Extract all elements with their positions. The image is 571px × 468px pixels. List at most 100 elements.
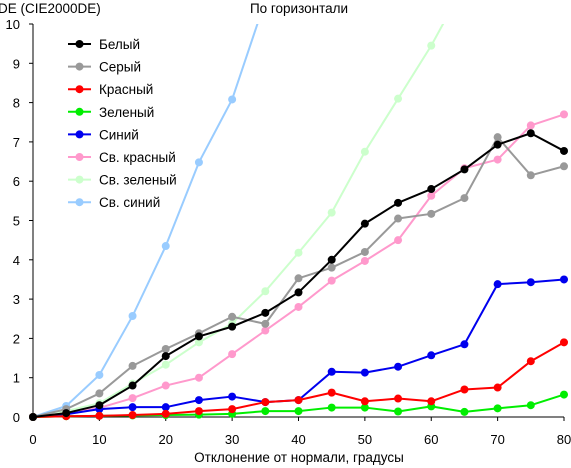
y-tick-label: 8 (13, 96, 20, 111)
data-point (526, 121, 535, 130)
y-tick-label: 4 (13, 253, 20, 268)
data-point (261, 326, 270, 335)
legend-marker (75, 130, 84, 139)
data-point (228, 322, 237, 331)
data-point (194, 338, 203, 347)
plot-area (29, 24, 568, 421)
data-point (128, 411, 137, 420)
data-point (360, 368, 369, 377)
data-point (560, 338, 568, 347)
legend-item: Белый (68, 37, 140, 52)
data-point (460, 165, 469, 174)
data-point (95, 411, 104, 420)
legend-label: Серый (99, 60, 141, 75)
data-point (394, 94, 403, 103)
data-point (526, 171, 535, 180)
series-6 (29, 110, 568, 421)
data-point (394, 394, 403, 403)
legend-item: Св. зеленый (68, 173, 177, 188)
data-point (261, 287, 270, 296)
legend: Белый Серый Красный Зеленый Синий Св. красный… (68, 37, 177, 210)
data-point (526, 278, 535, 287)
y-tick-label: 1 (13, 371, 20, 386)
data-point (560, 162, 568, 171)
legend-marker (75, 153, 84, 161)
x-tick-label: 80 (557, 432, 571, 447)
data-point (128, 381, 137, 390)
data-point (194, 158, 203, 167)
data-point (394, 362, 403, 371)
data-point (294, 407, 303, 416)
x-tick-label: 30 (225, 432, 239, 447)
legend-item: Св. красный (68, 150, 176, 165)
data-point (526, 357, 535, 366)
legend-label: Св. красный (99, 150, 176, 165)
data-point (327, 263, 336, 272)
data-point (95, 401, 104, 410)
data-point (560, 110, 568, 119)
data-point (360, 147, 369, 156)
data-point (161, 242, 170, 251)
x-tick-label: 10 (92, 432, 106, 447)
data-point (128, 361, 137, 370)
y-tick-label: 3 (13, 292, 20, 307)
data-point (294, 288, 303, 297)
legend-item: Серый (68, 60, 141, 75)
data-point (493, 133, 502, 142)
x-tick-label: 0 (29, 432, 36, 447)
data-point (427, 397, 436, 406)
legend-marker (75, 85, 84, 94)
data-point (427, 185, 436, 194)
data-point (194, 396, 203, 405)
data-point (228, 350, 237, 359)
data-point (327, 403, 336, 412)
data-point (294, 248, 303, 257)
data-point (526, 401, 535, 410)
x-tick-label: 70 (490, 432, 504, 447)
data-point (526, 129, 535, 138)
data-point (128, 311, 137, 320)
legend-marker (75, 198, 84, 207)
legend-label: Св. синий (99, 195, 160, 210)
data-point (228, 392, 237, 401)
data-point (327, 208, 336, 217)
data-point (261, 319, 270, 328)
data-point (194, 373, 203, 382)
data-point (427, 209, 436, 218)
data-point (560, 275, 568, 284)
data-point (493, 383, 502, 392)
data-point (427, 351, 436, 360)
y-tick-label: 2 (13, 331, 20, 346)
x-tick-label: 20 (159, 432, 173, 447)
data-point (427, 41, 436, 50)
data-point (294, 396, 303, 405)
data-point (128, 394, 137, 403)
data-point (360, 403, 369, 412)
legend-marker (75, 62, 84, 71)
data-point (161, 381, 170, 390)
legend-marker (75, 107, 84, 116)
data-point (161, 345, 170, 354)
data-point (560, 390, 568, 399)
data-point (161, 409, 170, 418)
data-point (62, 409, 71, 418)
data-point (294, 274, 303, 283)
data-point (493, 155, 502, 164)
data-point (360, 397, 369, 406)
data-point (194, 332, 203, 341)
data-point (95, 370, 104, 379)
data-point (228, 312, 237, 321)
data-point (161, 360, 170, 369)
data-point (560, 146, 568, 155)
data-point (360, 247, 369, 256)
data-point (394, 198, 403, 207)
legend-label: Св. зеленый (99, 173, 177, 188)
legend-label: Синий (99, 127, 139, 142)
data-point (161, 403, 170, 412)
data-point (427, 191, 436, 200)
legend-label: Зеленый (99, 105, 154, 120)
axes: 0 1 2 3 4 5 6 7 8 9 10 0 10 20 30 40 50 60 70 80 (6, 17, 571, 447)
data-point (261, 308, 270, 317)
chart-title: По горизонтали (250, 1, 348, 16)
